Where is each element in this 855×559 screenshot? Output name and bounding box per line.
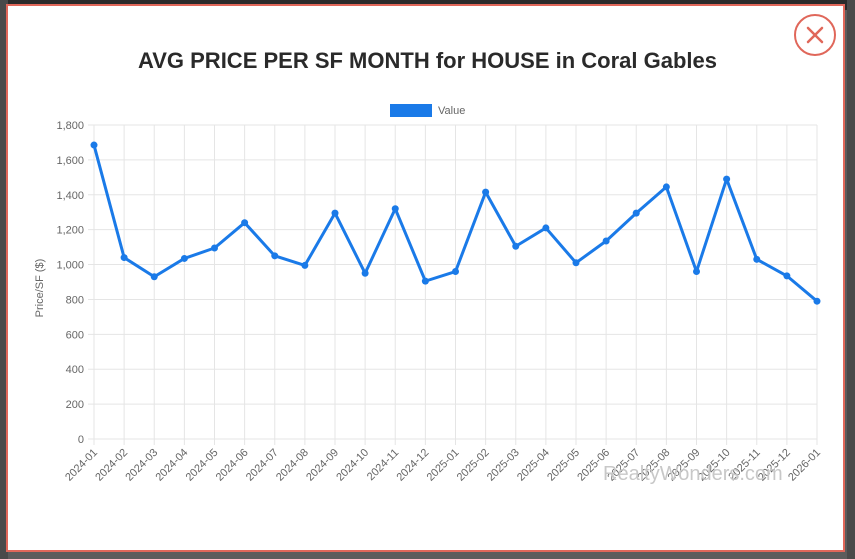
x-tick-label: 2024-12 (394, 447, 431, 484)
x-tick-label: 2026-01 (786, 447, 823, 484)
legend-label: Value (438, 105, 465, 117)
data-point[interactable] (813, 297, 821, 305)
y-tick-label: 1,000 (56, 260, 84, 272)
x-tick-label: 2025-05 (545, 447, 582, 484)
x-tick-label: 2024-04 (153, 447, 190, 484)
y-tick-label: 600 (66, 329, 84, 341)
chart-grid (88, 124, 818, 445)
line-chart: Value Price/SF ($) 0 200 400 600 800 1,000 1,2… (34, 104, 823, 485)
y-tick-label: 400 (66, 364, 84, 376)
data-point[interactable] (271, 252, 279, 260)
y-tick-label: 1,400 (56, 190, 84, 202)
chart-legend: Value (390, 104, 465, 117)
data-point[interactable] (602, 237, 610, 245)
y-axis-ticks: 0 200 400 600 800 1,000 1,200 1,400 1,600 1,800 (56, 120, 84, 446)
y-axis-label: Price/SF ($) (34, 259, 46, 318)
data-point[interactable] (632, 209, 640, 217)
x-tick-label: 2025-01 (425, 447, 462, 484)
data-point[interactable] (662, 183, 670, 191)
x-tick-label: 2024-01 (63, 447, 100, 484)
data-point[interactable] (693, 268, 700, 276)
data-point[interactable] (180, 254, 188, 262)
data-point[interactable] (241, 219, 249, 227)
y-tick-label: 1,800 (56, 120, 84, 132)
x-tick-label: 2024-09 (304, 447, 341, 484)
y-tick-label: 800 (66, 294, 84, 306)
data-point[interactable] (361, 269, 369, 277)
x-tick-label: 2024-03 (123, 447, 160, 484)
watermark: RealtyWonders.com (603, 463, 783, 485)
data-point[interactable] (120, 254, 128, 262)
legend-swatch (390, 104, 432, 117)
data-point[interactable] (90, 141, 98, 149)
x-tick-label: 2024-06 (214, 447, 251, 484)
data-point[interactable] (421, 277, 429, 285)
chart-modal: AVG PRICE PER SF MONTH for HOUSE in Cora… (6, 4, 845, 552)
y-tick-label: 1,600 (56, 155, 84, 167)
data-point[interactable] (512, 242, 520, 250)
close-icon (806, 26, 824, 44)
background-right (847, 0, 855, 559)
series-value (90, 141, 821, 305)
data-point[interactable] (331, 209, 339, 217)
y-tick-label: 0 (78, 434, 84, 446)
data-point[interactable] (753, 255, 761, 263)
x-tick-label: 2024-02 (93, 447, 130, 484)
data-point[interactable] (150, 273, 158, 281)
data-point[interactable] (211, 244, 218, 252)
x-tick-label: 2024-08 (274, 447, 311, 484)
chart-title: AVG PRICE PER SF MONTH for HOUSE in Cora… (137, 48, 717, 73)
x-tick-label: 2024-07 (244, 447, 281, 484)
x-tick-label: 2025-03 (485, 447, 522, 484)
data-point[interactable] (783, 272, 791, 280)
x-tick-label: 2024-05 (184, 447, 221, 484)
x-tick-label: 2025-02 (455, 447, 492, 484)
data-point[interactable] (723, 175, 731, 183)
data-point[interactable] (482, 188, 490, 196)
data-point[interactable] (452, 268, 459, 276)
data-point[interactable] (542, 224, 550, 232)
data-point[interactable] (301, 261, 309, 269)
y-tick-label: 1,200 (56, 225, 84, 237)
x-tick-label: 2025-04 (515, 447, 552, 484)
y-tick-label: 200 (66, 399, 84, 411)
close-button[interactable] (794, 14, 836, 56)
data-point[interactable] (572, 259, 580, 267)
data-point[interactable] (391, 205, 399, 213)
background-left (0, 0, 8, 559)
x-tick-label: 2024-10 (334, 447, 371, 484)
